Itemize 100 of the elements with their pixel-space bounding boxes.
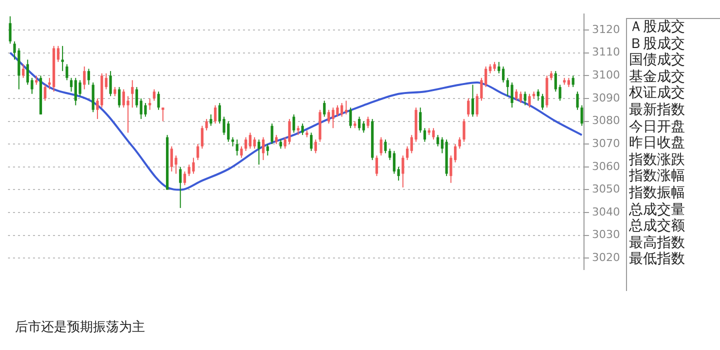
candlestick: [205, 118, 208, 131]
text: Ａ股成交: [628, 19, 686, 36]
candlestick: [450, 154, 452, 184]
candlestick: [528, 93, 531, 108]
text: 指数涨跌: [628, 152, 686, 168]
candlestick: [135, 86, 138, 108]
candlestick: [66, 64, 68, 81]
candlestick: [519, 91, 522, 104]
candlestick: [270, 123, 274, 145]
candlestick: [515, 88, 518, 102]
candlestick: [536, 88, 540, 102]
candlestick: [104, 72, 108, 90]
candlestick: [310, 132, 313, 152]
candlestick: [126, 96, 130, 134]
candlestick: [358, 116, 361, 131]
candlestick: [471, 84, 474, 118]
candlestick: [152, 88, 156, 102]
candlestick: [87, 68, 90, 86]
y-tick-label: 3090: [592, 91, 620, 104]
y-tick-label: 3050: [592, 182, 620, 196]
candlestick: [244, 136, 248, 152]
candlestick: [467, 98, 470, 118]
candlestick: [200, 125, 204, 150]
candlestick: [262, 136, 265, 161]
candlestick: [35, 75, 38, 86]
candlestick: [236, 139, 238, 156]
candlestick: [572, 75, 574, 88]
y-tick-label: 3030: [592, 228, 620, 242]
y-tick-label: 3080: [592, 114, 620, 128]
candlestick: [462, 118, 466, 142]
candlestick: [366, 116, 370, 129]
y-tick-label: 3100: [592, 68, 620, 82]
text: 指数振幅: [628, 184, 686, 202]
candlestick: [458, 136, 461, 150]
candlestick: [114, 86, 116, 97]
text: 最新指数: [628, 102, 686, 119]
candlestick: [231, 136, 234, 147]
candlestick: [402, 154, 404, 188]
candlestick: [493, 61, 496, 72]
candlestick: [192, 157, 195, 174]
candlestick: [162, 107, 164, 122]
candlestick: [8, 16, 12, 44]
candlestick: [336, 104, 339, 118]
candlestick: [576, 91, 579, 110]
candlestick: [279, 139, 282, 150]
candlestick: [266, 144, 269, 156]
candlestick: [240, 146, 243, 158]
text: 权证成交: [628, 85, 686, 102]
candlestick: [406, 146, 409, 161]
candlestick: [148, 98, 152, 110]
line-series: [9, 52, 583, 191]
candlestick: [349, 107, 352, 129]
candlestick: [380, 136, 382, 156]
candlestick: [454, 144, 457, 163]
candlestick: [524, 91, 526, 106]
candlestick: [550, 70, 553, 81]
candlestick: [144, 102, 147, 118]
text: 基金成交: [628, 68, 686, 85]
candlestick: [502, 66, 505, 83]
y-tick-label: 3060: [592, 160, 620, 173]
candlestick: [214, 104, 217, 124]
y-tick-label: 3110: [592, 46, 620, 59]
text: 最低指数: [628, 251, 686, 268]
candlestick: [22, 64, 25, 78]
text: 今日开盘: [628, 118, 686, 136]
candlestick: [301, 123, 304, 136]
candlestick: [580, 104, 584, 126]
candlestick: [210, 114, 212, 126]
text: 最高指数: [628, 234, 686, 252]
candlestick: [275, 134, 278, 145]
candlestick: [196, 144, 200, 161]
candlestick: [362, 120, 365, 134]
candlestick: [179, 166, 182, 208]
candlestick: [131, 80, 134, 108]
candlestick: [327, 109, 330, 124]
y-tick-label: 3040: [592, 205, 620, 218]
candlestick: [56, 45, 60, 62]
candlestick: [83, 66, 86, 90]
text: 昨日收盘: [628, 135, 686, 152]
text: 总成交额: [628, 218, 686, 235]
text: 后市还是预期振荡为主: [15, 319, 145, 336]
candlestick: [70, 77, 73, 92]
candlestick: [432, 128, 435, 140]
candlestick: [323, 100, 326, 118]
candlestick: [510, 82, 514, 108]
candlestick: [109, 70, 112, 97]
candlestick: [157, 91, 160, 110]
y-tick-label: 3020: [592, 251, 620, 264]
candlestick: [44, 84, 46, 102]
text: 总成交量: [628, 202, 686, 218]
candlestick: [375, 154, 378, 177]
y-tick-label: 3070: [592, 136, 620, 150]
y-tick-label: 3120: [592, 22, 620, 36]
candlestick: [567, 77, 570, 88]
candlestick: [292, 114, 296, 134]
candlestick: [183, 170, 186, 186]
text: Ｂ股成交: [628, 36, 686, 52]
candlestick: [498, 61, 500, 74]
candlestick: [314, 139, 317, 154]
candlestick: [384, 139, 387, 154]
